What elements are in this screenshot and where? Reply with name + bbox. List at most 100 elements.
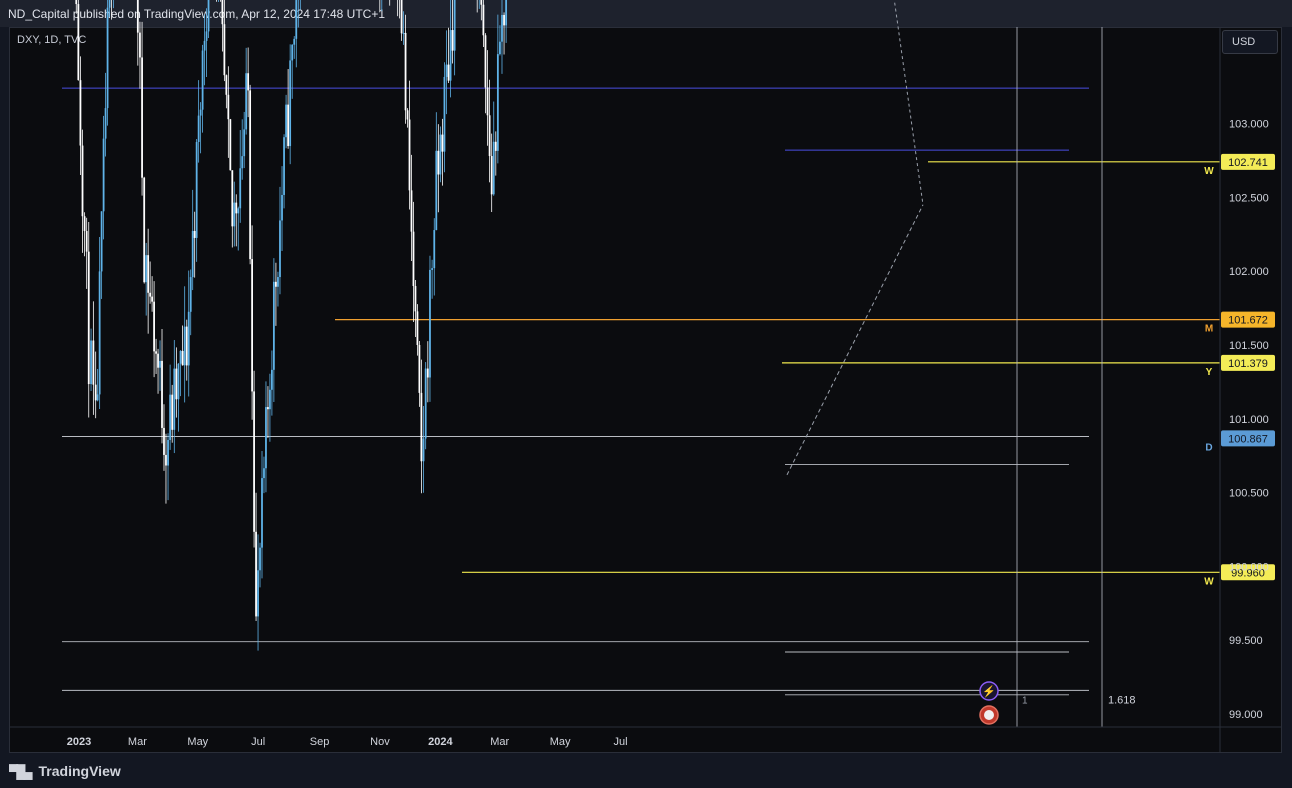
candle-body xyxy=(201,50,204,110)
candle-body xyxy=(85,231,88,252)
candle-body xyxy=(449,30,452,81)
price-tick-label: 103.000 xyxy=(1229,119,1269,131)
candle-body xyxy=(488,115,491,157)
tradingview-logo[interactable]: ▀█▄ TradingView xyxy=(9,763,121,779)
candle-body xyxy=(92,340,95,385)
us-flag-icon xyxy=(984,710,994,720)
candle-body xyxy=(490,156,493,195)
candle-body xyxy=(193,230,196,238)
candle-body xyxy=(253,391,255,532)
candle-body xyxy=(157,353,159,368)
currency-button[interactable]: USD xyxy=(1222,30,1278,54)
candle-body xyxy=(437,150,440,175)
candle-body xyxy=(269,389,271,410)
candle-body xyxy=(418,344,421,393)
candle-body xyxy=(447,64,450,81)
candle-body xyxy=(426,368,429,378)
level-price-label: 102.741 xyxy=(1228,157,1268,169)
candle-body xyxy=(255,531,257,617)
price-tick-label: 99.000 xyxy=(1229,709,1263,721)
candle-body xyxy=(241,156,244,169)
candle-body xyxy=(287,104,290,147)
candle-body xyxy=(96,394,99,401)
candle-body xyxy=(451,30,454,51)
candle-body xyxy=(187,311,190,366)
candle-body xyxy=(404,32,407,111)
level-price-badge xyxy=(1221,153,1275,170)
candle-body xyxy=(179,350,182,364)
level-price-label: 100.867 xyxy=(1228,433,1268,445)
candle-body xyxy=(406,110,409,120)
candle-body xyxy=(261,478,263,548)
candle-body xyxy=(494,141,497,151)
candle-body xyxy=(414,285,417,312)
candle-body xyxy=(480,0,483,5)
level-price-badge xyxy=(1221,311,1275,328)
time-tick-label: May xyxy=(550,736,571,748)
candle-body xyxy=(173,368,176,430)
symbol-label[interactable]: DXY, 1D, TVC xyxy=(17,34,87,46)
candle-body xyxy=(223,24,226,76)
candle-body xyxy=(492,141,495,195)
candle-body xyxy=(227,94,230,120)
level-tag: Y xyxy=(1206,367,1213,378)
lightning-event-icon xyxy=(979,681,999,701)
candle-body xyxy=(496,54,499,151)
candle-body xyxy=(408,119,411,191)
time-tick-label: 2024 xyxy=(428,736,453,748)
candle-body xyxy=(169,394,172,440)
horizontal-levels: WWWWMYDW xyxy=(62,87,1220,696)
candle-body xyxy=(257,570,259,617)
chart-area[interactable] xyxy=(9,27,1282,753)
candle-body xyxy=(433,230,436,269)
candle-body xyxy=(104,108,107,139)
time-tick-label: 2023 xyxy=(67,736,91,748)
candle-body xyxy=(167,439,169,466)
candle-body xyxy=(243,129,246,157)
drawings: 1 1.618 ⚡ xyxy=(786,0,1136,727)
candle-body xyxy=(225,75,228,95)
dashed-trendline xyxy=(893,0,924,205)
candle-body xyxy=(435,150,438,231)
candle-body xyxy=(106,7,109,109)
candle-body xyxy=(165,454,167,466)
fib-label: 1.618 xyxy=(1108,695,1136,707)
candle-body xyxy=(207,0,210,32)
candle-body xyxy=(221,0,224,25)
candle-body xyxy=(503,14,505,26)
price-tick-label: 100.000 xyxy=(1229,561,1269,573)
footer xyxy=(0,753,1292,788)
candle-body xyxy=(453,0,456,51)
publish-header: ND_Capital published on TradingView.com,… xyxy=(0,0,1292,27)
tradingview-logo-icon: ▀█▄ xyxy=(9,764,33,779)
candle-body xyxy=(501,14,503,42)
time-tick-label: Nov xyxy=(370,736,390,748)
candle-body xyxy=(185,326,188,366)
candle-body xyxy=(439,134,442,175)
candle-body xyxy=(102,138,105,212)
candle-body xyxy=(271,369,273,390)
candle-body xyxy=(189,277,192,312)
candle-body xyxy=(136,0,139,33)
price-tick-label: 100.500 xyxy=(1229,488,1269,500)
candle-body xyxy=(143,177,146,283)
candle-body xyxy=(402,32,405,34)
candle-body xyxy=(259,547,261,571)
candle-body xyxy=(267,407,269,410)
candle-body xyxy=(429,269,431,378)
candles xyxy=(75,0,508,651)
candle-body xyxy=(191,230,194,278)
candle-body xyxy=(424,368,427,439)
level-tag: W xyxy=(1204,166,1214,177)
candle-body xyxy=(77,4,80,81)
candle-body xyxy=(108,0,111,8)
candle-body xyxy=(171,394,174,430)
level-tag: D xyxy=(1205,442,1212,453)
candle-body xyxy=(231,170,234,227)
candle-body xyxy=(443,76,446,152)
candle-body xyxy=(239,168,242,209)
candle-body xyxy=(482,4,485,36)
level-tag: W xyxy=(1204,576,1214,587)
candle-body xyxy=(195,142,198,238)
